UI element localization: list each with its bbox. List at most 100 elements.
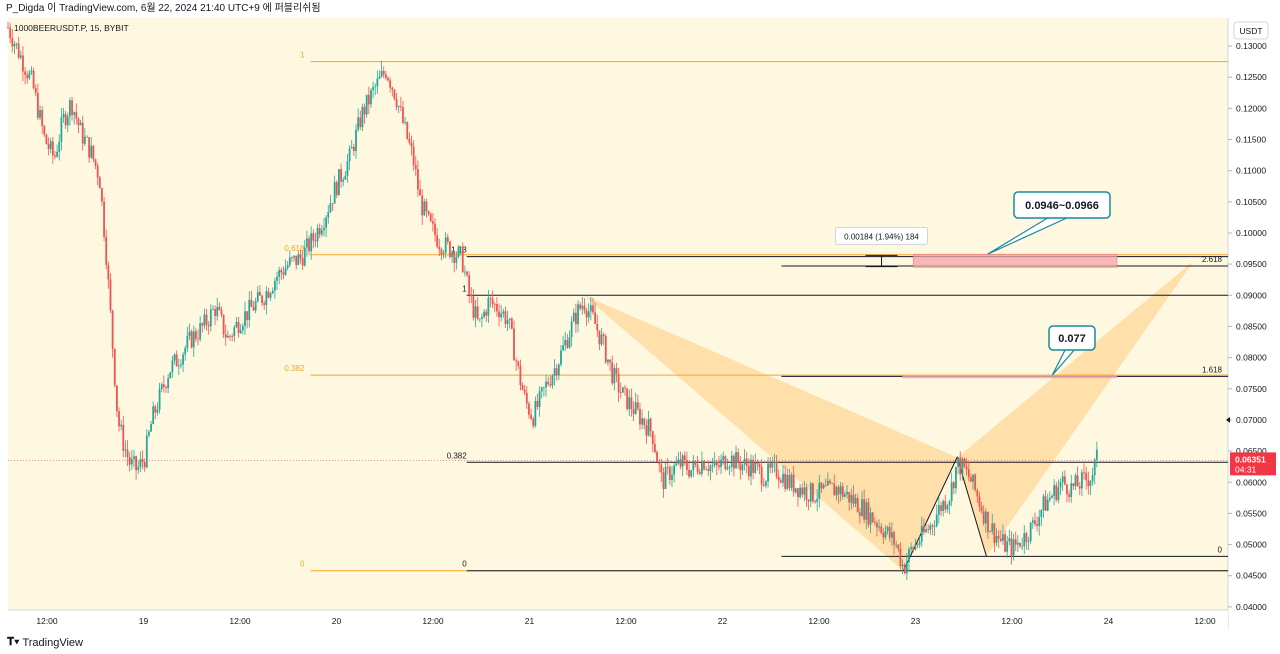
candle-body [730,455,733,467]
y-axis-ticks: 0.13000 0.12500 0.12000 0.11500 0.11000 0.105… [1228,41,1267,612]
candle-body [1021,546,1024,548]
candle-body [647,418,650,436]
candle-body [656,452,658,462]
candle-body [175,354,178,367]
candle-body [639,408,641,425]
candle-body [686,459,688,470]
y-tick-label: 0.12000 [1236,103,1267,113]
callout-upper-target[interactable]: 0.0946~0.0966 [987,191,1111,255]
candle-body [141,459,144,463]
candle-body [451,252,453,258]
candle-body [387,77,389,81]
candle-body [854,497,857,504]
candle-body [562,345,564,351]
candle-body [160,384,163,389]
candle-body [1053,485,1056,497]
candle-body [952,482,955,489]
candle-body [261,295,263,304]
candle-body [604,336,607,363]
candle-body [673,465,676,475]
candle-body [293,255,295,258]
candle-body [658,461,661,465]
candle-body [145,435,148,468]
candle-body [1095,449,1098,460]
candle-body [850,494,853,503]
candle-body [525,392,528,404]
candle-body [376,78,379,87]
candle-body [553,368,556,376]
fib-level-label: 1 [462,284,467,293]
candle-body [350,146,353,149]
candle-body [628,397,631,410]
candle-body [158,388,161,410]
candle-body [816,498,819,502]
candle-body [920,526,923,542]
candle-body [696,464,699,472]
candle-body [19,55,22,58]
currency-button[interactable]: USDT [1233,21,1269,40]
candle-body [1057,487,1060,500]
candle-body [703,461,705,470]
candle-body [679,459,682,467]
candle-body [792,474,795,493]
candle-body [718,465,720,468]
candle-body [408,138,411,143]
candle-body [739,463,742,471]
candle-body [530,414,532,419]
candle-body [273,280,276,291]
candle-body [1034,520,1036,525]
chart-footer: 𝐓▾ TradingView [0,632,1280,654]
candle-body [976,490,979,497]
candle-body [1072,483,1075,487]
candle-body [340,169,342,182]
fib-level-label: 1.618 [1202,365,1223,374]
candle-body [384,74,387,78]
candle-body [955,466,957,489]
candle-body [34,88,37,93]
candle-body [726,467,729,470]
candle-body [338,169,340,196]
candle-body [837,487,840,495]
candle-body [987,511,989,532]
candle-body [799,487,801,498]
chart-container[interactable]: 0.13000 0.12500 0.12000 0.11500 0.11000 0.105… [0,18,1280,630]
candle-body [545,381,547,388]
x-tick-label: 12:00 [229,616,251,626]
candle-body [227,335,229,338]
candle-body [444,237,447,253]
fib-level-label: 0.382 [284,364,305,373]
candle-body [9,27,12,38]
candle-body [348,148,351,162]
candle-body [378,76,381,79]
callout-lower-target[interactable]: 0.077 [1048,325,1096,376]
candle-body [282,272,285,275]
candle-body [335,182,338,196]
candle-body [1093,459,1096,476]
candle-body [489,297,492,299]
candle-body [839,486,842,495]
candle-body [523,389,526,393]
candle-body [421,195,424,216]
candle-body [192,331,195,348]
candle-body [28,72,31,79]
candle-body [352,146,355,152]
candle-body [64,114,67,126]
candle-body [984,511,987,524]
candle-body [199,323,202,340]
candle-body [963,458,966,467]
candle-body [412,146,415,166]
candle-body [231,336,234,337]
candle-body [818,482,821,499]
candle-body [284,268,287,275]
candle-body [861,499,863,516]
candle-body [713,461,716,466]
candle-body [664,467,667,489]
candle-body [771,462,774,468]
y-tick-label: 0.05500 [1236,508,1267,518]
author-name[interactable]: P_Digda [6,3,45,14]
candle-body [248,299,251,321]
tradingview-logo[interactable]: 𝐓▾ TradingView [7,636,83,649]
price-chart[interactable]: 0.13000 0.12500 0.12000 0.11500 0.11000 0.105… [0,18,1280,630]
candle-body [969,477,972,482]
